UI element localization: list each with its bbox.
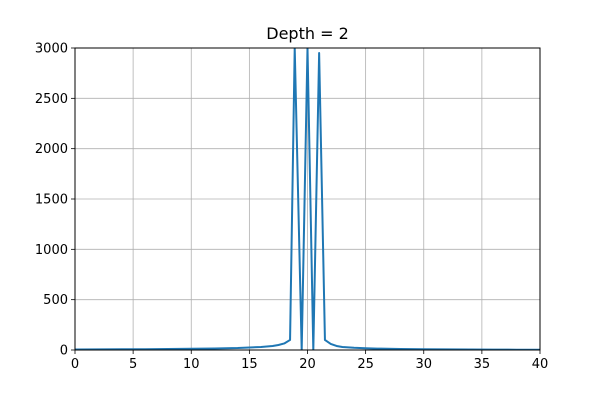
y-tick-label: 1500 bbox=[35, 193, 68, 208]
y-tick-label: 3000 bbox=[35, 42, 68, 57]
chart-title: Depth = 2 bbox=[266, 24, 349, 43]
series-layer bbox=[75, 48, 540, 350]
x-tick-label: 5 bbox=[129, 357, 137, 372]
y-tick-label: 500 bbox=[43, 293, 68, 308]
x-tick-label: 0 bbox=[71, 357, 79, 372]
y-tick-label: 0 bbox=[60, 344, 68, 359]
y-tick-label: 2500 bbox=[35, 92, 68, 107]
x-tick-label: 15 bbox=[241, 357, 258, 372]
x-tick-label: 30 bbox=[415, 357, 432, 372]
x-tick-label: 20 bbox=[299, 357, 316, 372]
ticks: 0 5 10 15 20 25 30 35 40 0 500 1000 1500 2000 2500 3000 bbox=[35, 42, 548, 373]
y-tick-label: 1000 bbox=[35, 243, 68, 258]
x-tick-label: 40 bbox=[532, 357, 549, 372]
y-tick-label: 2000 bbox=[35, 142, 68, 157]
x-tick-label: 25 bbox=[357, 357, 374, 372]
x-tick-label: 10 bbox=[183, 357, 200, 372]
grid bbox=[74, 47, 541, 351]
x-tick-label: 35 bbox=[474, 357, 491, 372]
series-line bbox=[75, 48, 540, 350]
